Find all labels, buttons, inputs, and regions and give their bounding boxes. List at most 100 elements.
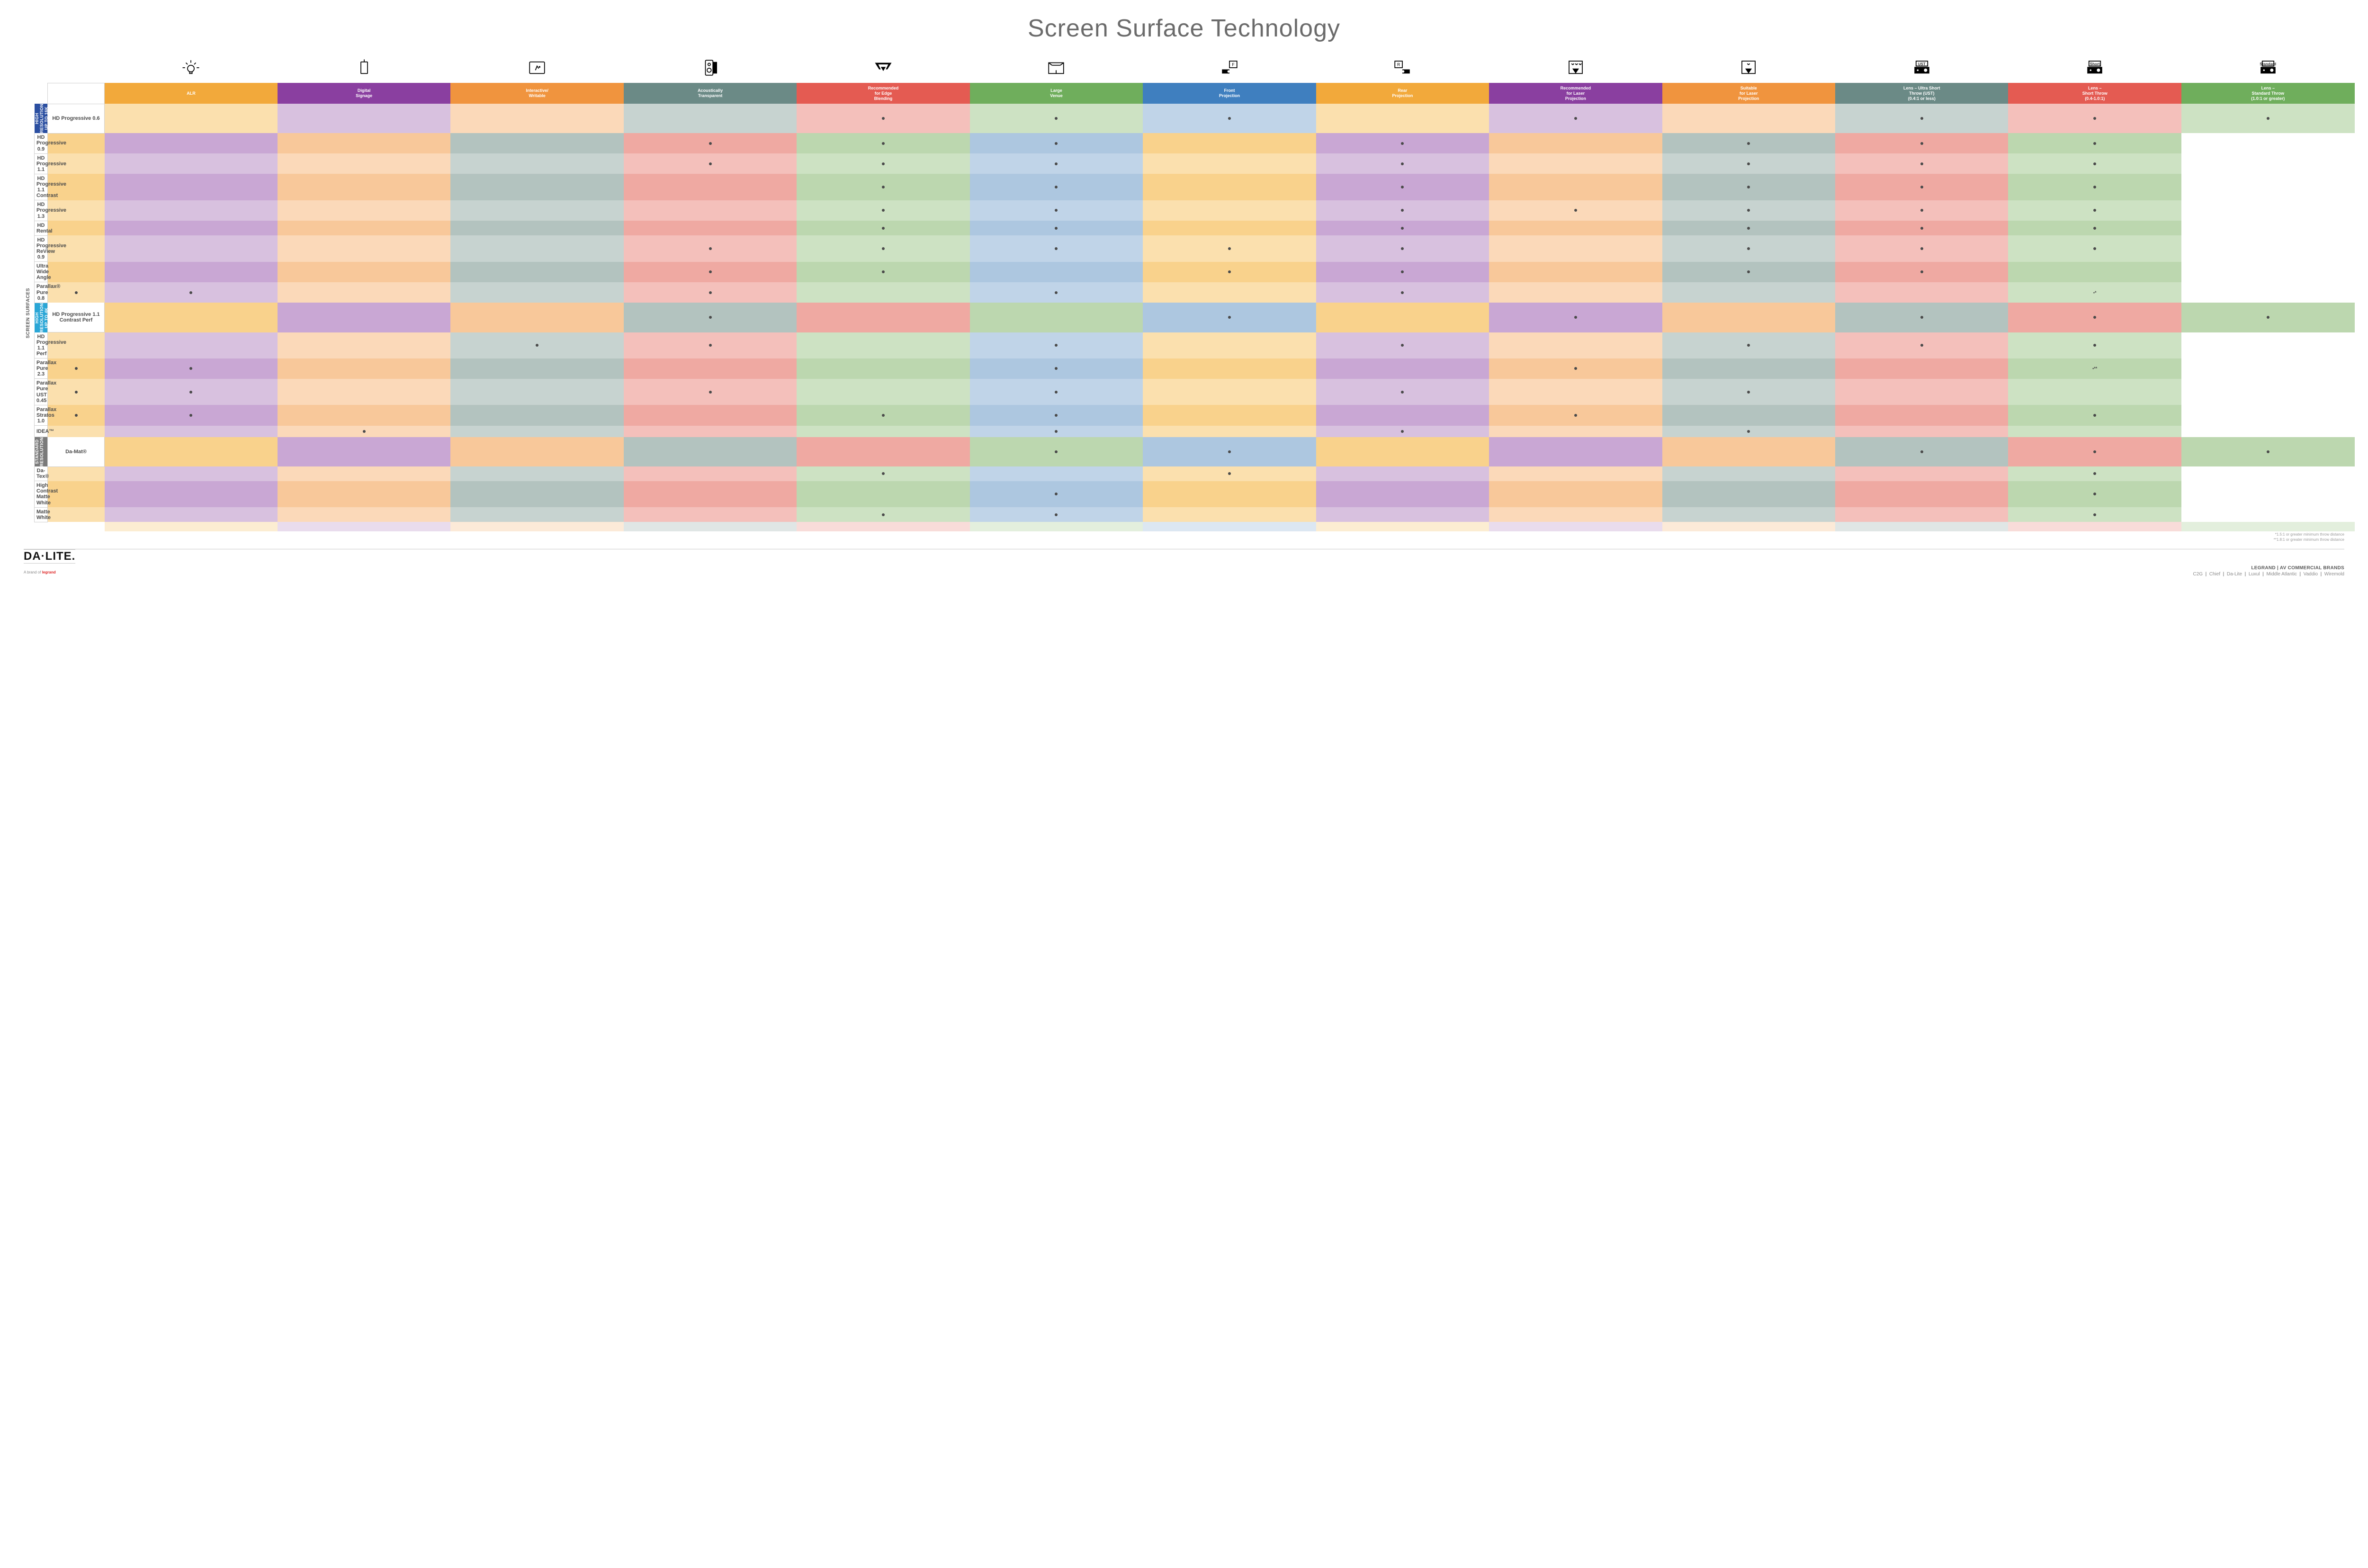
- cell-rear: [1143, 426, 1316, 437]
- dot-icon: [882, 209, 885, 212]
- dot-icon: [882, 227, 885, 230]
- brand-block: DA·LITE. A brand of legrand: [24, 549, 75, 577]
- cell-acoustic: [450, 133, 623, 153]
- cell-alr: [48, 481, 105, 507]
- dot-icon: [2093, 513, 2096, 516]
- cell-rear: [1143, 379, 1316, 405]
- cell-ust: [1662, 133, 1835, 153]
- dot-icon: [2093, 450, 2096, 453]
- side-label: SCREEN SURFACES: [24, 104, 32, 522]
- row-label: HD Progressive ReView 0.9: [35, 235, 48, 261]
- dot-icon: [2093, 117, 2096, 120]
- cell-rear: [1143, 133, 1316, 153]
- cell-acoustic: [450, 174, 623, 200]
- cell-alr: [48, 262, 105, 282]
- cell-edge: [624, 221, 797, 235]
- cell-laser_suit: [1489, 153, 1662, 174]
- cell-writable: [450, 104, 623, 133]
- table-row: HD Progressive1.1 Contrast: [35, 174, 2355, 200]
- table-row: HIGH RESOLUTION UP TO 16KHD Progressive …: [35, 104, 2355, 133]
- dot-icon: [1747, 209, 1750, 212]
- cell-front: [970, 466, 1143, 481]
- table-row: HD Progressive 0.9: [35, 133, 2355, 153]
- dot-icon: [1920, 227, 1923, 230]
- table-row: HD Progressive 1.3: [35, 200, 2355, 221]
- cell-venue: [797, 379, 969, 405]
- col-icon-edge: [797, 54, 969, 83]
- cell-short: [1835, 466, 2008, 481]
- cell-laser_rec: [1489, 303, 1662, 332]
- cell-ust: [1662, 379, 1835, 405]
- cell-writable: [278, 481, 450, 507]
- cell-venue: [797, 466, 969, 481]
- dot-icon: [709, 270, 712, 273]
- col-header-acoustic: AcousticallyTransparent: [624, 83, 797, 104]
- row-label: Da-Mat®: [48, 437, 105, 467]
- cell-std: [2181, 437, 2355, 467]
- table-row: HD Progressive 1.1 Perf: [35, 332, 2355, 358]
- dot-icon: [882, 186, 885, 188]
- table-row: Ultra Wide Angle: [35, 262, 2355, 282]
- dot-icon: [1401, 291, 1404, 294]
- cell-edge: [624, 426, 797, 437]
- dot-icon: [709, 391, 712, 394]
- dot-icon: [1055, 247, 1058, 250]
- cell-acoustic: [450, 235, 623, 261]
- cell-rear: [1143, 466, 1316, 481]
- cell-acoustic: [450, 507, 623, 522]
- row-label: HD Progressive1.1 Contrast: [35, 174, 48, 200]
- blend-icon: [873, 58, 893, 78]
- row-label: Ultra Wide Angle: [35, 262, 48, 282]
- cell-signage: [105, 200, 278, 221]
- cell-alr: [48, 426, 105, 437]
- cell-ust: [1835, 303, 2008, 332]
- page-footer: DA·LITE. A brand of legrand LEGRAND | AV…: [24, 549, 2344, 577]
- cell-laser_suit: [1489, 426, 1662, 437]
- dot-icon: [1920, 450, 1923, 453]
- cell-alr: [48, 332, 105, 358]
- cell-laser_suit: [1489, 379, 1662, 405]
- cell-acoustic: [624, 104, 797, 133]
- cell-laser_suit: [1489, 133, 1662, 153]
- col-icon-rear: [1316, 54, 1489, 83]
- footer-brand: Da-Lite: [2227, 572, 2242, 577]
- cell-acoustic: [450, 379, 623, 405]
- bulb-icon: [181, 58, 201, 78]
- dot-icon: [1920, 186, 1923, 188]
- col-header-laser_suit: Suitablefor LaserProjection: [1662, 83, 1835, 104]
- col-header-ust: Lens – Ultra ShortThrow (UST)(0.4:1 or l…: [1835, 83, 2008, 104]
- group-hr4k: HIGH RESOLUTION UP TO 4K: [35, 303, 48, 332]
- cell-acoustic: [450, 358, 623, 379]
- cell-std: [2008, 235, 2181, 261]
- dot-icon: [882, 142, 885, 145]
- dot-icon: [1574, 367, 1577, 370]
- col-icon-laser_rec: [1489, 54, 1662, 83]
- cell-std: [2008, 262, 2181, 282]
- footnotes: *1.5:1 or greater minimum throw distance…: [34, 532, 2344, 542]
- cell-laser_suit: [1489, 221, 1662, 235]
- footer-brand: Luxul: [2249, 572, 2260, 577]
- cell-front: [970, 153, 1143, 174]
- cell-edge: [624, 332, 797, 358]
- col-header-short: Lens –Short Throw(0.4-1.0:1): [2008, 83, 2181, 104]
- dot-icon: [709, 316, 712, 319]
- cell-alr: [105, 104, 278, 133]
- cell-laser_rec: [1316, 200, 1489, 221]
- cell-edge: [624, 481, 797, 507]
- cell-laser_suit: [1489, 282, 1662, 303]
- cell-laser_suit: [1489, 262, 1662, 282]
- cell-laser_rec: [1316, 153, 1489, 174]
- cell-laser_suit: [1662, 104, 1835, 133]
- cell-laser_rec: [1489, 437, 1662, 467]
- row-label: HD Progressive 1.1: [35, 153, 48, 174]
- dot-icon: [1401, 270, 1404, 273]
- dot-icon: [1920, 209, 1923, 212]
- dot-icon: [1055, 209, 1058, 212]
- cell-venue: [970, 437, 1143, 467]
- row-label: Parallax Pure 2.3: [35, 358, 48, 379]
- cell-laser_rec: [1316, 481, 1489, 507]
- cell-rear: [1143, 332, 1316, 358]
- cell-signage: [105, 174, 278, 200]
- cell-front: [1143, 104, 1316, 133]
- cell-laser_rec: [1489, 104, 1662, 133]
